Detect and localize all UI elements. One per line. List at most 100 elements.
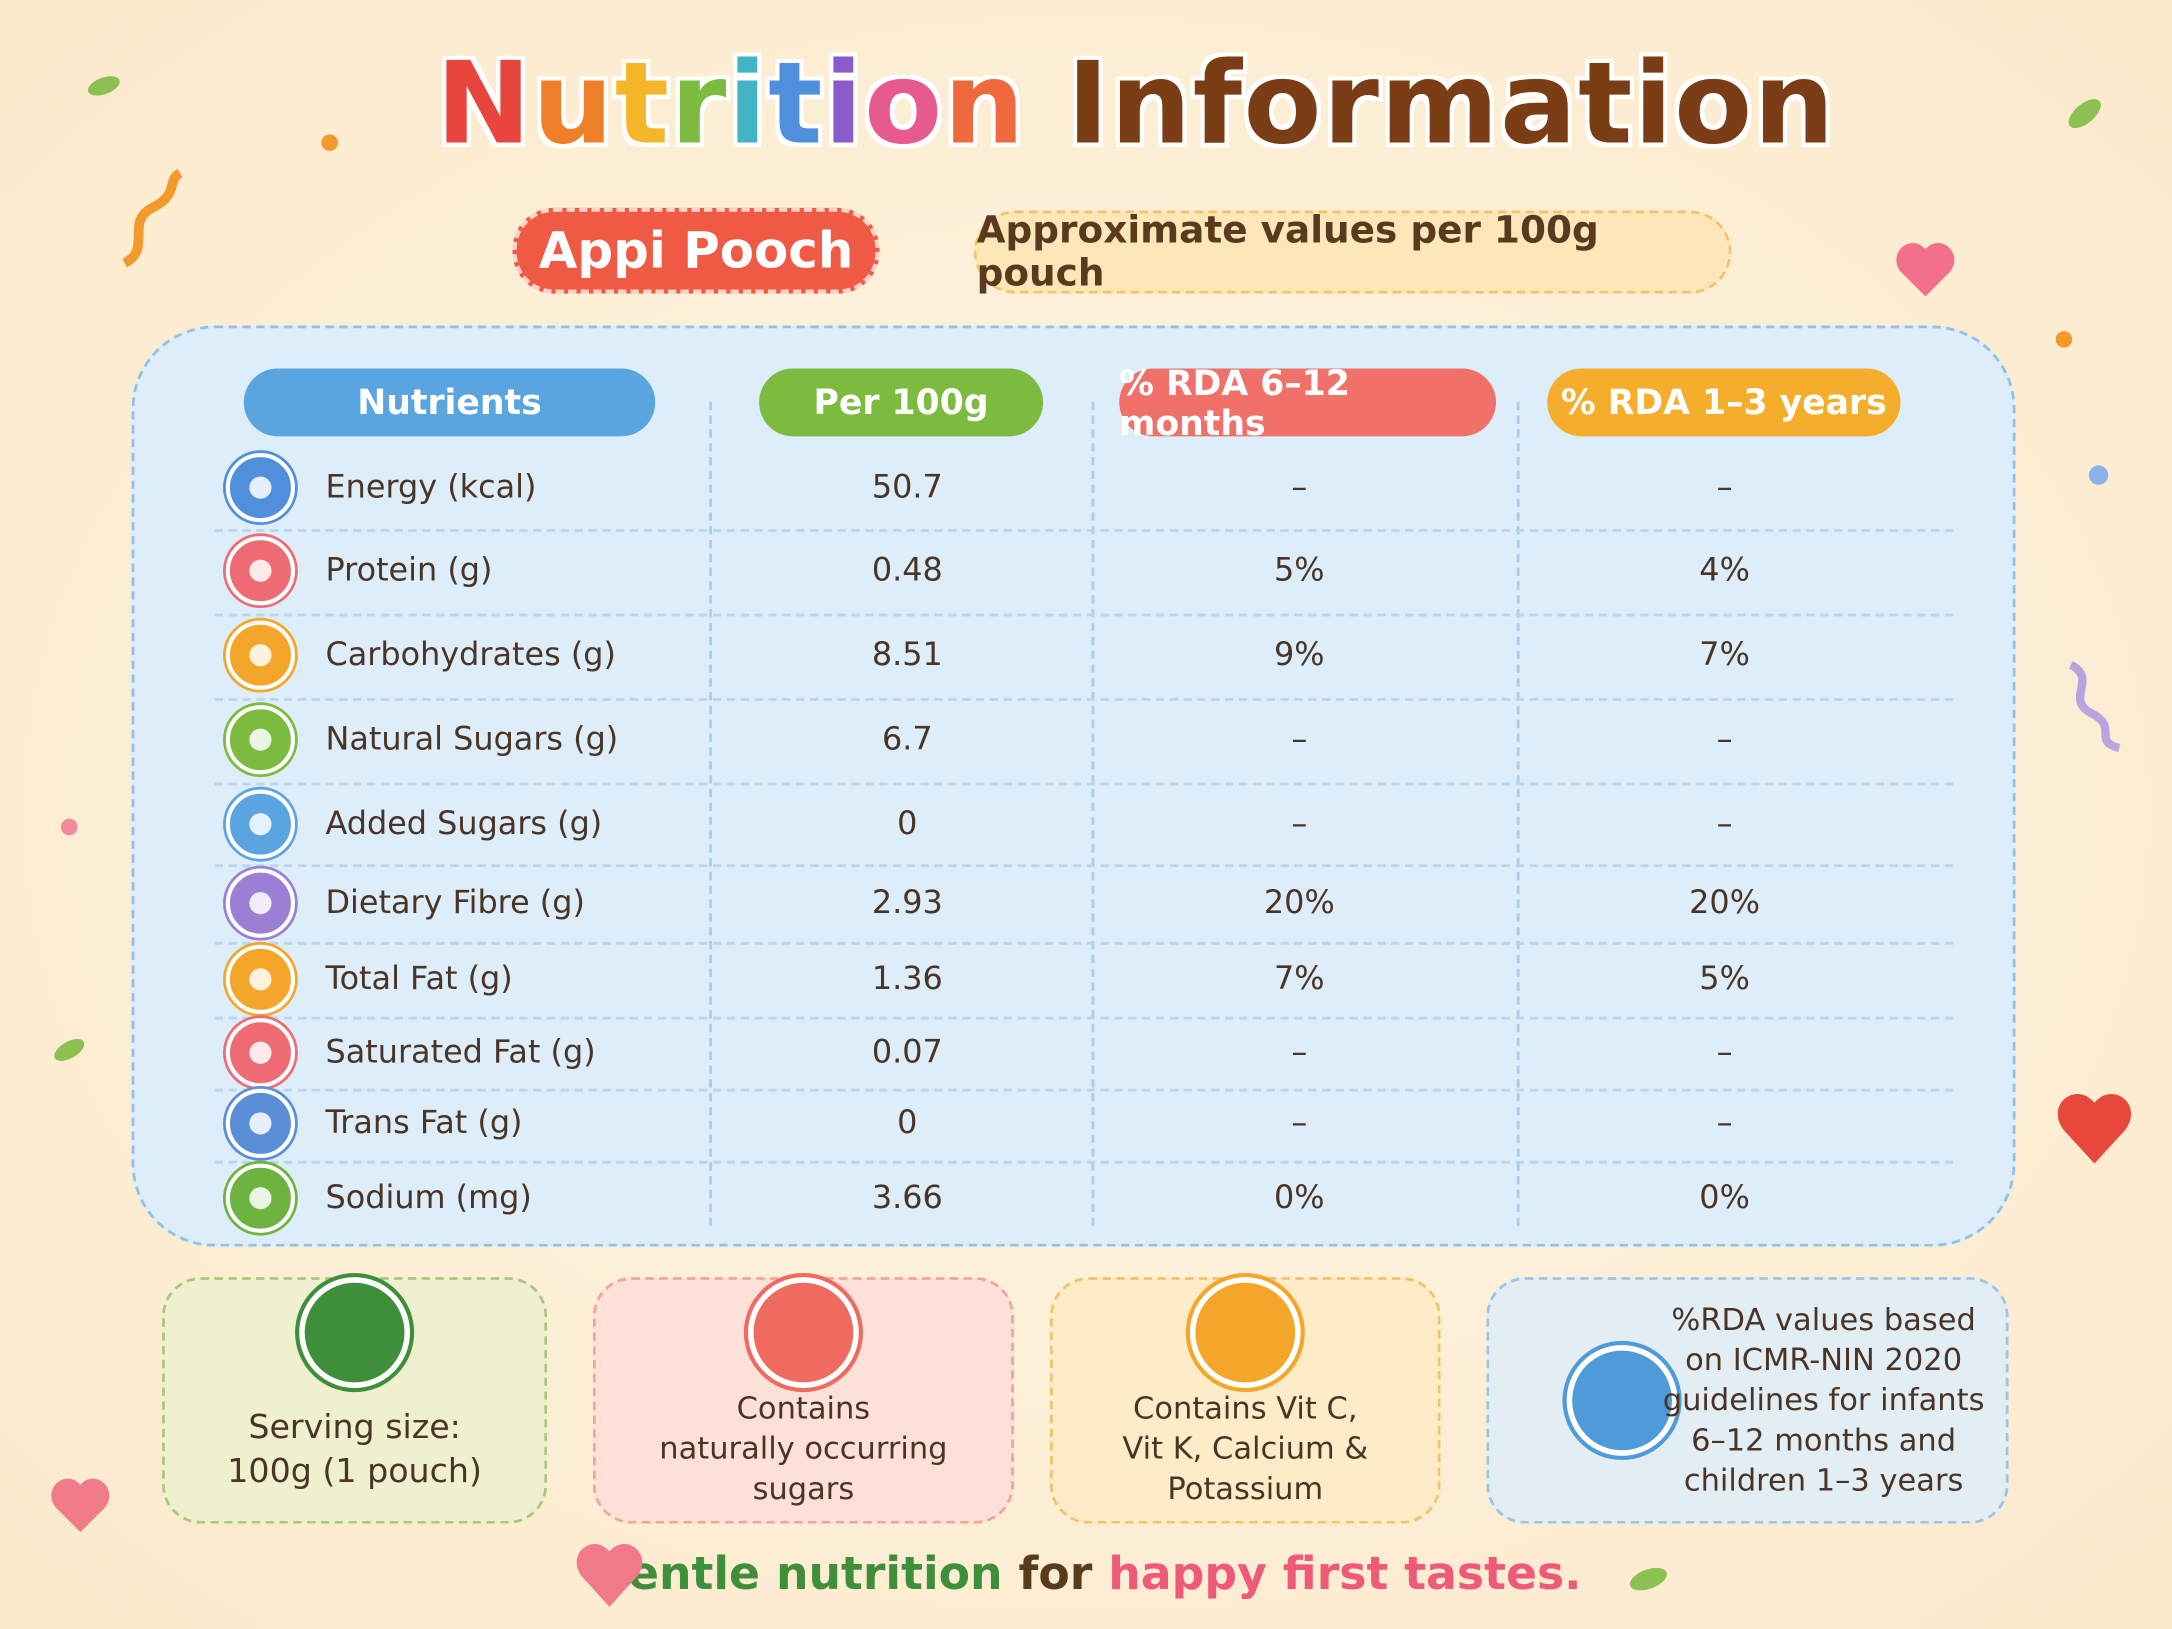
heart	[1896, 243, 1955, 297]
footer-part: happy first tastes.	[1108, 1545, 1582, 1600]
table-value: 0.48	[871, 552, 943, 589]
nutrient-name: Saturated Fat (g)	[325, 1034, 596, 1071]
row-icon	[225, 944, 296, 1014]
nutrient-name: Dietary Fibre (g)	[325, 885, 585, 922]
table-value: 0%	[1699, 1180, 1750, 1217]
footer-part: for	[1018, 1545, 1093, 1600]
row-divider	[214, 1016, 1954, 1019]
column-header: Nutrients	[243, 368, 656, 437]
leaf	[2068, 99, 2101, 129]
leaf	[88, 76, 120, 96]
row-divider	[214, 941, 1954, 945]
card-line: naturally occurring	[659, 1432, 948, 1467]
icon-glyph	[249, 892, 272, 915]
row-icon	[225, 1088, 296, 1159]
card-icon	[1189, 1277, 1301, 1388]
dot	[60, 818, 78, 836]
icon-glyph	[249, 559, 272, 582]
row-icon	[225, 705, 296, 775]
footer-part: Gentle nutrition	[590, 1545, 1003, 1600]
table-value: 6.7	[881, 721, 933, 758]
ribbon	[2068, 661, 2121, 753]
row-divider	[214, 612, 1954, 616]
card-icon	[299, 1277, 411, 1388]
card-line: sugars	[752, 1472, 855, 1508]
card-line: Serving size:	[248, 1407, 461, 1447]
table-value: 0.07	[871, 1034, 943, 1071]
card-line: Potassium	[1167, 1472, 1324, 1508]
table-panel	[131, 325, 2016, 1247]
card-icon	[748, 1277, 859, 1388]
table-value: –	[1291, 721, 1308, 758]
table-value: –	[1291, 1105, 1308, 1142]
title-colored: Nutrition	[435, 38, 1026, 171]
table-value: 4%	[1699, 552, 1750, 589]
row-icon	[225, 536, 296, 606]
table-value: 20%	[1263, 885, 1335, 922]
card-line: guidelines for infants	[1662, 1383, 1985, 1418]
table-value: –	[1716, 1105, 1733, 1142]
table-value: 0	[897, 806, 918, 843]
row-divider	[214, 1088, 1954, 1091]
nutrient-name: Protein (g)	[325, 552, 493, 589]
nutrient-name: Carbohydrates (g)	[325, 637, 616, 674]
title: Nutrition Information	[0, 39, 2172, 171]
card-line: 6–12 months and	[1691, 1423, 1957, 1458]
table-value: 5%	[1699, 961, 1750, 998]
nutrient-name: Added Sugars (g)	[325, 806, 603, 843]
table-value: –	[1716, 721, 1733, 758]
row-icon	[225, 1018, 296, 1088]
subtitle: Approximate values per 100g pouch	[973, 209, 1732, 295]
leaf	[54, 1038, 85, 1061]
icon-glyph	[249, 644, 272, 667]
heart	[51, 1478, 110, 1533]
icon-glyph	[249, 728, 272, 751]
row-divider	[214, 863, 1954, 867]
column-divider	[1516, 401, 1520, 1226]
icon-glyph	[249, 813, 272, 836]
card-line: Contains Vit C,	[1133, 1392, 1358, 1427]
ribbon	[122, 168, 183, 268]
dot	[2088, 465, 2109, 485]
card-line: on ICMR-NIN 2020	[1685, 1342, 1963, 1378]
leaf	[1629, 1567, 1667, 1591]
column-divider	[709, 401, 712, 1226]
table-value: 9%	[1274, 637, 1325, 674]
row-icon	[225, 868, 296, 938]
card-text: Serving size: 100g (1 pouch)	[162, 1405, 547, 1494]
table-value: –	[1716, 469, 1733, 506]
row-divider	[214, 529, 1954, 532]
card-text: Contains naturally occurring sugars	[593, 1389, 1014, 1510]
column-header: % RDA 1–3 years	[1547, 368, 1901, 437]
table-value: 1.36	[871, 961, 943, 998]
card-line: children 1–3 years	[1683, 1463, 1964, 1499]
nutrient-name: Energy (kcal)	[325, 469, 537, 506]
card-text: Contains Vit C, Vit K, Calcium & Potassium	[1050, 1389, 1441, 1510]
title-rest: Information	[1025, 38, 1836, 171]
nutrient-name: Total Fat (g)	[325, 961, 513, 998]
row-divider	[214, 697, 1954, 701]
row-divider	[214, 1160, 1954, 1164]
table-value: –	[1716, 806, 1733, 843]
heart	[576, 1543, 643, 1607]
nutrient-name: Trans Fat (g)	[325, 1105, 523, 1142]
heart	[2057, 1094, 2132, 1164]
table-value: 50.7	[871, 469, 943, 506]
table-value: –	[1291, 806, 1308, 843]
row-icon	[225, 789, 296, 859]
table-value: 3.66	[871, 1180, 943, 1217]
table-value: 20%	[1689, 885, 1760, 922]
icon-glyph	[249, 1187, 272, 1210]
icon-glyph	[249, 476, 272, 499]
table-value: –	[1716, 1034, 1733, 1071]
table-value: 7%	[1699, 637, 1750, 674]
table-value: 2.93	[871, 885, 943, 922]
table-value: –	[1291, 1034, 1308, 1071]
card-line: Vit K, Calcium &	[1122, 1432, 1369, 1467]
column-header: % RDA 6–12 months	[1119, 362, 1497, 443]
card-line: %RDA values based	[1671, 1302, 1976, 1338]
icon-glyph	[249, 1112, 272, 1135]
column-divider	[1091, 401, 1095, 1226]
